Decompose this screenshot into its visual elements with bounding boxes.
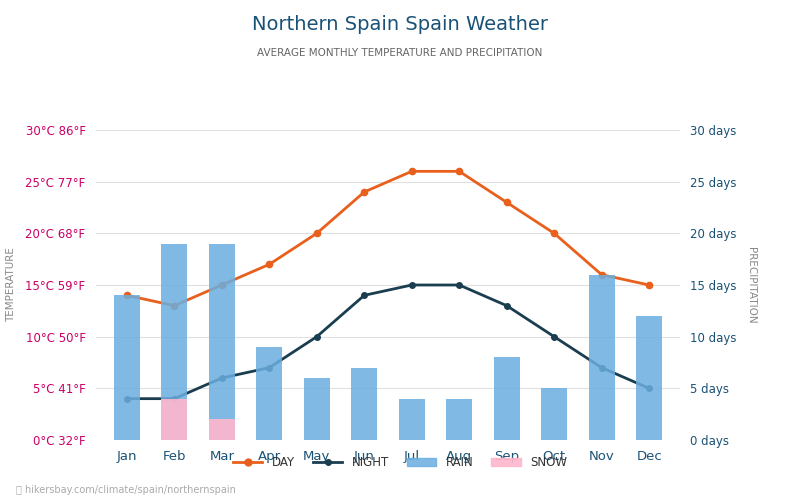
Bar bbox=[304, 378, 330, 440]
Text: AVERAGE MONTHLY TEMPERATURE AND PRECIPITATION: AVERAGE MONTHLY TEMPERATURE AND PRECIPIT… bbox=[258, 48, 542, 58]
Text: 📍 hikersbay.com/climate/spain/northernspain: 📍 hikersbay.com/climate/spain/northernsp… bbox=[16, 485, 236, 495]
Bar bbox=[162, 398, 187, 440]
Text: Northern Spain Spain Weather: Northern Spain Spain Weather bbox=[252, 15, 548, 34]
Bar bbox=[589, 274, 614, 440]
Bar bbox=[636, 316, 662, 440]
Bar bbox=[162, 244, 187, 440]
Bar bbox=[494, 358, 520, 440]
Y-axis label: TEMPERATURE: TEMPERATURE bbox=[6, 248, 17, 322]
Y-axis label: PRECIPITATION: PRECIPITATION bbox=[746, 246, 756, 324]
Bar bbox=[256, 347, 282, 440]
Bar bbox=[541, 388, 567, 440]
Bar bbox=[446, 398, 472, 440]
Bar bbox=[114, 296, 140, 440]
Bar bbox=[351, 368, 378, 440]
Legend: DAY, NIGHT, RAIN, SNOW: DAY, NIGHT, RAIN, SNOW bbox=[228, 452, 572, 474]
Bar bbox=[398, 398, 425, 440]
Bar bbox=[209, 420, 235, 440]
Bar bbox=[209, 244, 235, 440]
